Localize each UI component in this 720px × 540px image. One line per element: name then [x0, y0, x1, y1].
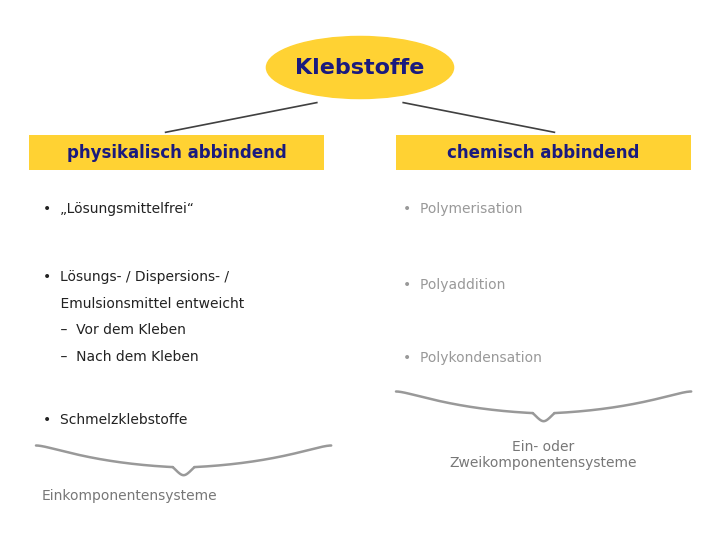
FancyBboxPatch shape: [29, 135, 324, 170]
Text: Einkomponentensysteme: Einkomponentensysteme: [42, 489, 217, 503]
Text: Ein- oder
Zweikomponentensysteme: Ein- oder Zweikomponentensysteme: [450, 440, 637, 470]
Text: •  Polykondensation: • Polykondensation: [403, 351, 542, 365]
FancyBboxPatch shape: [396, 135, 691, 170]
Text: physikalisch abbindend: physikalisch abbindend: [66, 144, 287, 161]
Text: Emulsionsmittel entweicht: Emulsionsmittel entweicht: [43, 296, 245, 310]
Ellipse shape: [266, 36, 454, 98]
Text: –  Vor dem Kleben: – Vor dem Kleben: [43, 323, 186, 338]
Text: •  Polymerisation: • Polymerisation: [403, 202, 523, 217]
Text: •  Schmelzklebstoffe: • Schmelzklebstoffe: [43, 413, 188, 427]
Text: –  Nach dem Kleben: – Nach dem Kleben: [43, 350, 199, 364]
Text: chemisch abbindend: chemisch abbindend: [447, 144, 640, 161]
Text: •  „Lösungsmittelfrei“: • „Lösungsmittelfrei“: [43, 202, 194, 217]
Text: •  Polyaddition: • Polyaddition: [403, 278, 505, 292]
Text: Klebstoffe: Klebstoffe: [295, 57, 425, 78]
Text: •  Lösungs- / Dispersions- /: • Lösungs- / Dispersions- /: [43, 270, 229, 284]
